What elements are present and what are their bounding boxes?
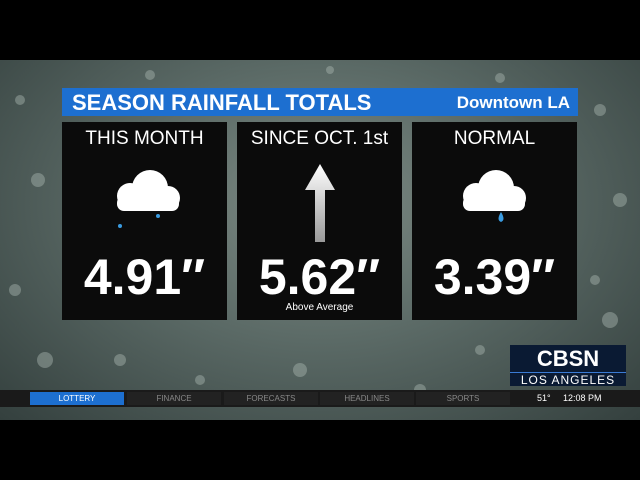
panel-value: 4.91″ [83,249,206,305]
temperature: 51° [537,393,551,403]
logo-name: CBSN [536,346,600,371]
ticker-bar: LOTTERY FINANCE FORECASTS HEADLINES SPOR… [0,390,640,407]
panel-label: THIS MONTH [85,128,204,149]
panel: NORMAL 3.39″ [412,122,577,320]
ticker-tab[interactable]: FORECASTS [224,392,318,405]
network-logo: CBSN LOS ANGELES [510,345,626,387]
panel-label: NORMAL [453,128,536,149]
panel-value: 3.39″ [433,249,556,305]
cloud-icon [117,170,180,228]
panel: THIS MONTH 4.91″ [62,122,227,320]
ticker-tab[interactable]: LOTTERY [30,392,124,405]
panel-value: 5.62″ [258,249,381,305]
arrow-icon [305,164,335,242]
panel-label: SINCE OCT. 1st [250,128,389,149]
ticker-tab[interactable]: HEADLINES [320,392,414,405]
cloud-icon [463,170,526,222]
panel: SINCE OCT. 1st 5.62″ Above Average [237,122,402,320]
clock: 12:08 PM [563,393,602,403]
ticker-tab[interactable]: SPORTS [416,392,510,405]
ticker-tab[interactable]: FINANCE [127,392,221,405]
header-bar: SEASON RAINFALL TOTALS Downtown LA [62,88,578,116]
logo-market: LOS ANGELES [510,372,626,387]
location: Downtown LA [456,93,570,112]
panel-note: Above Average [285,302,354,313]
title: SEASON RAINFALL TOTALS [72,90,372,115]
